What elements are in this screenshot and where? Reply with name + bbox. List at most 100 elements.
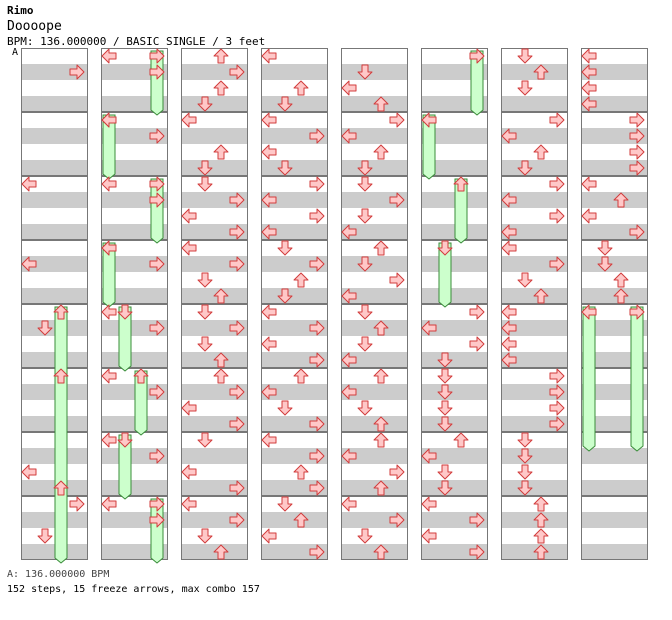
down-arrow [357, 336, 373, 352]
measure-stripe [261, 160, 328, 176]
measure-border [261, 432, 328, 496]
right-arrow [69, 496, 85, 512]
measure-border [261, 304, 328, 368]
measure-border [341, 432, 408, 496]
up-arrow [373, 480, 389, 496]
up-arrow [613, 272, 629, 288]
up-arrow [213, 352, 229, 368]
left-arrow [181, 112, 197, 128]
freeze-arrow [118, 434, 132, 500]
measure [421, 432, 488, 496]
left-arrow [501, 304, 517, 320]
left-arrow [261, 192, 277, 208]
down-arrow [197, 160, 213, 176]
right-arrow [549, 256, 565, 272]
down-arrow [517, 160, 533, 176]
down-arrow [357, 528, 373, 544]
measure-stripe [261, 192, 328, 208]
measure-stripe [181, 96, 248, 112]
left-arrow [421, 320, 437, 336]
up-arrow [533, 528, 549, 544]
measure-border [421, 240, 488, 304]
down-arrow [277, 288, 293, 304]
right-arrow [549, 208, 565, 224]
measure-border [261, 240, 328, 304]
left-arrow [341, 288, 357, 304]
right-arrow [469, 304, 485, 320]
down-arrow [517, 48, 533, 64]
left-arrow [501, 240, 517, 256]
down-arrow [197, 272, 213, 288]
right-arrow [389, 464, 405, 480]
right-arrow [309, 128, 325, 144]
left-arrow [101, 240, 117, 256]
section-marker: A [12, 47, 19, 58]
measure-stripe [421, 384, 488, 400]
measure-stripe [101, 352, 168, 368]
right-arrow [149, 128, 165, 144]
measure-stripe [421, 256, 488, 272]
right-arrow [549, 176, 565, 192]
measure-border [421, 304, 488, 368]
measure-stripe [101, 128, 168, 144]
down-arrow [357, 304, 373, 320]
up-arrow [533, 144, 549, 160]
left-arrow [341, 384, 357, 400]
measure-border [261, 496, 328, 560]
right-arrow [309, 480, 325, 496]
left-arrow [341, 352, 357, 368]
freeze-arrow [582, 306, 596, 452]
measure-stripe [21, 128, 88, 144]
measure-stripe [581, 480, 648, 496]
measure-stripe [261, 96, 328, 112]
down-arrow [517, 448, 533, 464]
measure-stripe [421, 448, 488, 464]
left-arrow [261, 528, 277, 544]
left-arrow [581, 176, 597, 192]
measure-border [181, 368, 248, 432]
left-arrow [101, 304, 117, 320]
left-arrow [21, 464, 37, 480]
right-arrow [389, 272, 405, 288]
measure-border [421, 368, 488, 432]
right-arrow [469, 336, 485, 352]
up-arrow [293, 368, 309, 384]
down-arrow [437, 352, 453, 368]
measure-stripe [261, 544, 328, 560]
freeze-head-arrow [581, 304, 597, 320]
measure-stripe [101, 160, 168, 176]
right-arrow [229, 416, 245, 432]
freeze-arrow [118, 306, 132, 372]
left-arrow [261, 224, 277, 240]
right-arrow [229, 64, 245, 80]
measure-stripe [581, 544, 648, 560]
measure-stripe [181, 512, 248, 528]
measure-stripe [421, 352, 488, 368]
right-arrow [229, 480, 245, 496]
measure-border [501, 368, 568, 432]
measure-border [421, 496, 488, 560]
measure-border [341, 48, 408, 112]
left-arrow [181, 400, 197, 416]
measure-stripe [581, 160, 648, 176]
right-arrow [309, 208, 325, 224]
measure-stripe [581, 96, 648, 112]
measure-border [581, 240, 648, 304]
measure-border [581, 304, 648, 368]
left-arrow [101, 176, 117, 192]
measure [261, 48, 328, 112]
down-arrow [437, 480, 453, 496]
down-arrow [197, 336, 213, 352]
measure-stripe [101, 480, 168, 496]
measure-border [21, 176, 88, 240]
measure-stripe [501, 384, 568, 400]
measure [581, 240, 648, 304]
left-arrow [21, 176, 37, 192]
measure-stripe [261, 352, 328, 368]
right-arrow [149, 192, 165, 208]
down-arrow [37, 320, 53, 336]
up-arrow [373, 544, 389, 560]
measure-stripe [181, 128, 248, 144]
down-arrow [277, 96, 293, 112]
measure [261, 112, 328, 176]
